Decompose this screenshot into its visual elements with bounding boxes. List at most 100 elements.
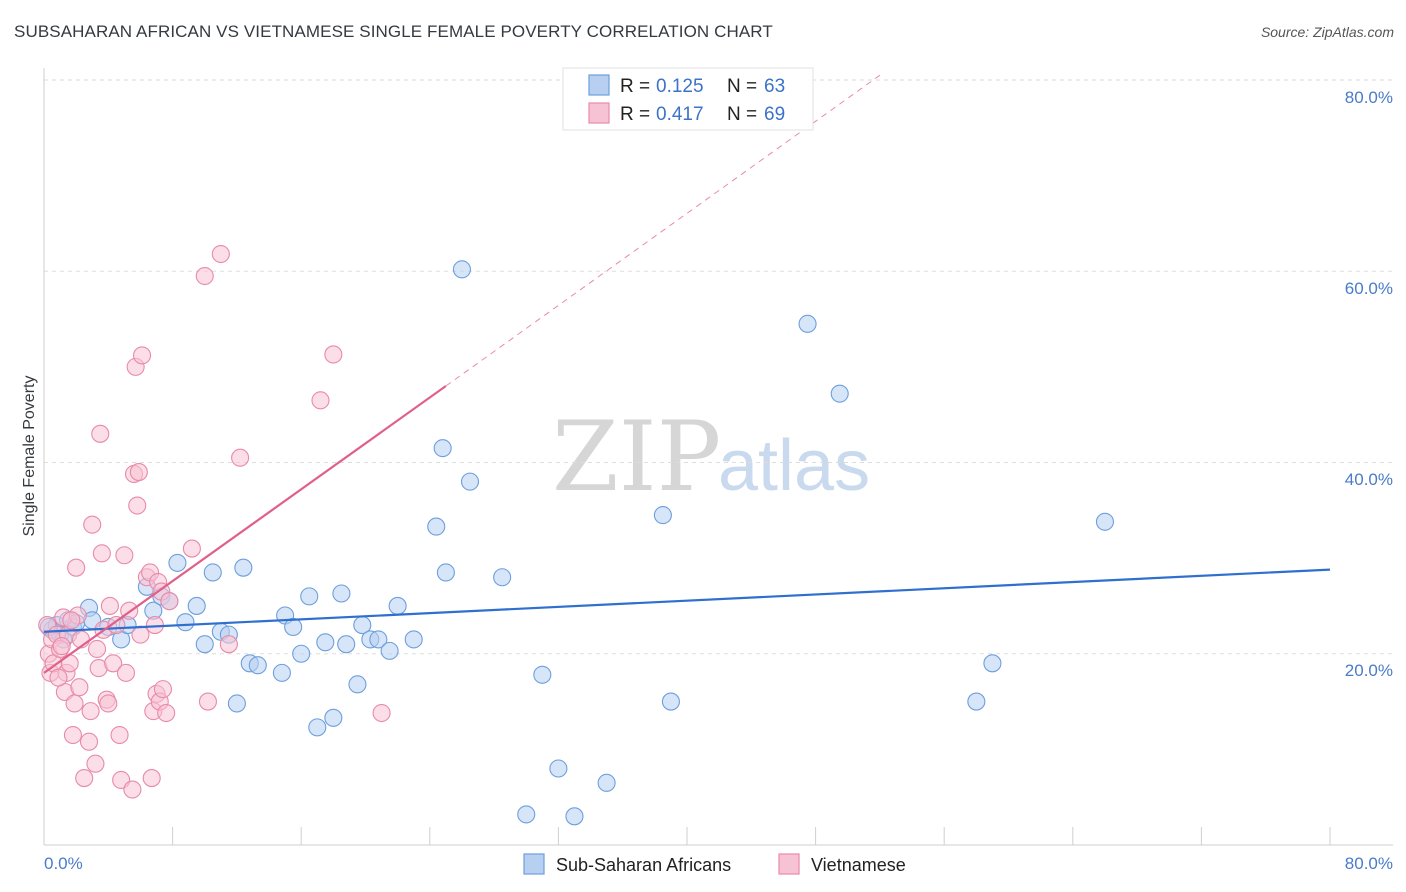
point-sub-saharan: [272, 663, 291, 682]
legend-r-label-2: R =: [620, 104, 650, 125]
legend-n-value-2: 69: [764, 104, 785, 125]
point-vietnamese: [70, 678, 89, 697]
point-sub-saharan: [388, 596, 407, 615]
point-sub-saharan: [427, 517, 446, 536]
trend-line-sub-saharan: [43, 568, 1331, 633]
point-sub-saharan: [533, 665, 552, 684]
legend-n-label-2: N =: [727, 104, 757, 125]
point-vietnamese: [100, 596, 119, 615]
point-vietnamese: [99, 694, 118, 713]
point-vietnamese: [153, 680, 173, 699]
point-vietnamese: [157, 703, 176, 723]
y-tick-label-60: 60.0%: [1345, 279, 1393, 298]
point-vietnamese: [75, 769, 94, 788]
point-vietnamese: [79, 732, 99, 751]
point-vietnamese: [87, 639, 107, 659]
point-vietnamese: [311, 391, 330, 410]
point-sub-saharan: [300, 587, 319, 606]
legend-box: R = 0.125 N = 63 R = 0.417 N = 69: [562, 67, 814, 131]
point-sub-saharan: [316, 633, 335, 652]
point-sub-saharan: [983, 654, 1002, 673]
point-vietnamese: [231, 448, 250, 467]
point-sub-saharan: [324, 708, 343, 727]
x-tick-label-0: 0.0%: [44, 854, 83, 873]
point-sub-saharan: [337, 635, 356, 654]
point-vietnamese: [116, 663, 136, 682]
point-sub-saharan: [227, 694, 246, 713]
point-sub-saharan: [798, 314, 817, 333]
point-sub-saharan: [332, 584, 351, 603]
trend-line-vietnamese: [43, 385, 447, 674]
y-tick-label-20: 20.0%: [1345, 661, 1393, 680]
point-sub-saharan: [234, 558, 253, 577]
point-sub-saharan: [653, 506, 672, 525]
point-vietnamese: [110, 725, 129, 745]
x-tick-marks: [172, 827, 1331, 845]
point-vietnamese: [160, 592, 179, 611]
point-vietnamese: [63, 725, 82, 745]
point-sub-saharan: [830, 384, 849, 403]
point-sub-saharan: [597, 773, 616, 792]
point-sub-saharan: [248, 656, 267, 675]
point-sub-saharan: [661, 692, 680, 711]
chart-source: Source: ZipAtlas.com: [1260, 24, 1394, 40]
point-sub-saharan: [967, 692, 986, 711]
point-sub-saharan: [176, 613, 195, 632]
point-vietnamese: [128, 496, 147, 515]
y-tick-label-80: 80.0%: [1345, 88, 1393, 107]
point-vietnamese: [211, 244, 230, 264]
point-vietnamese: [60, 654, 79, 673]
point-sub-saharan: [436, 563, 455, 582]
point-vietnamese: [62, 611, 81, 630]
point-vietnamese: [129, 463, 148, 482]
legend-r-value-2: 0.417: [656, 104, 704, 125]
point-sub-saharan: [565, 807, 584, 826]
point-sub-saharan: [168, 553, 187, 572]
point-sub-saharan: [369, 630, 388, 649]
point-vietnamese: [123, 780, 142, 799]
y-tick-label-40: 40.0%: [1345, 470, 1393, 489]
bottom-legend-label-blue: Sub-Saharan Africans: [556, 855, 731, 875]
point-sub-saharan: [308, 718, 327, 737]
point-vietnamese: [52, 637, 71, 656]
point-vietnamese: [92, 544, 111, 563]
point-vietnamese: [115, 546, 134, 565]
legend-r-label-1: R =: [620, 76, 650, 97]
legend-swatch-blue: [588, 74, 610, 96]
point-vietnamese: [133, 346, 152, 365]
bottom-legend-swatch-pink: [778, 853, 800, 875]
bottom-legend-label-pink: Vietnamese: [811, 855, 906, 875]
point-vietnamese: [67, 558, 86, 577]
trend-lines: [43, 74, 1331, 674]
point-vietnamese: [195, 266, 214, 286]
point-vietnamese: [142, 769, 161, 788]
y-axis-label: Single Female Poverty: [21, 376, 38, 537]
series-sub-saharan-points: [39, 260, 1114, 826]
point-vietnamese: [86, 754, 105, 773]
point-vietnamese: [198, 692, 218, 711]
point-vietnamese: [65, 694, 84, 713]
point-vietnamese: [372, 703, 391, 723]
bottom-legend-swatch-blue: [523, 853, 545, 875]
legend-n-label-1: N =: [727, 76, 757, 97]
point-vietnamese: [131, 625, 150, 644]
point-sub-saharan: [460, 472, 480, 491]
point-sub-saharan: [187, 596, 206, 615]
point-sub-saharan: [549, 759, 568, 778]
point-sub-saharan: [284, 617, 303, 637]
point-vietnamese: [49, 668, 68, 687]
legend-n-value-1: 63: [764, 76, 785, 97]
watermark-atlas: atlas: [718, 426, 870, 506]
point-sub-saharan: [195, 635, 214, 654]
watermark-zip: ZIP: [552, 401, 721, 513]
point-sub-saharan: [203, 563, 222, 582]
legend-r-value-1: 0.125: [656, 76, 704, 97]
point-vietnamese: [104, 654, 123, 673]
legend-swatch-pink: [588, 102, 610, 124]
point-vietnamese: [219, 635, 238, 654]
x-tick-label-80: 80.0%: [1345, 854, 1393, 873]
point-sub-saharan: [517, 805, 536, 824]
point-sub-saharan: [404, 630, 423, 649]
series-vietnamese-points: [38, 244, 391, 799]
